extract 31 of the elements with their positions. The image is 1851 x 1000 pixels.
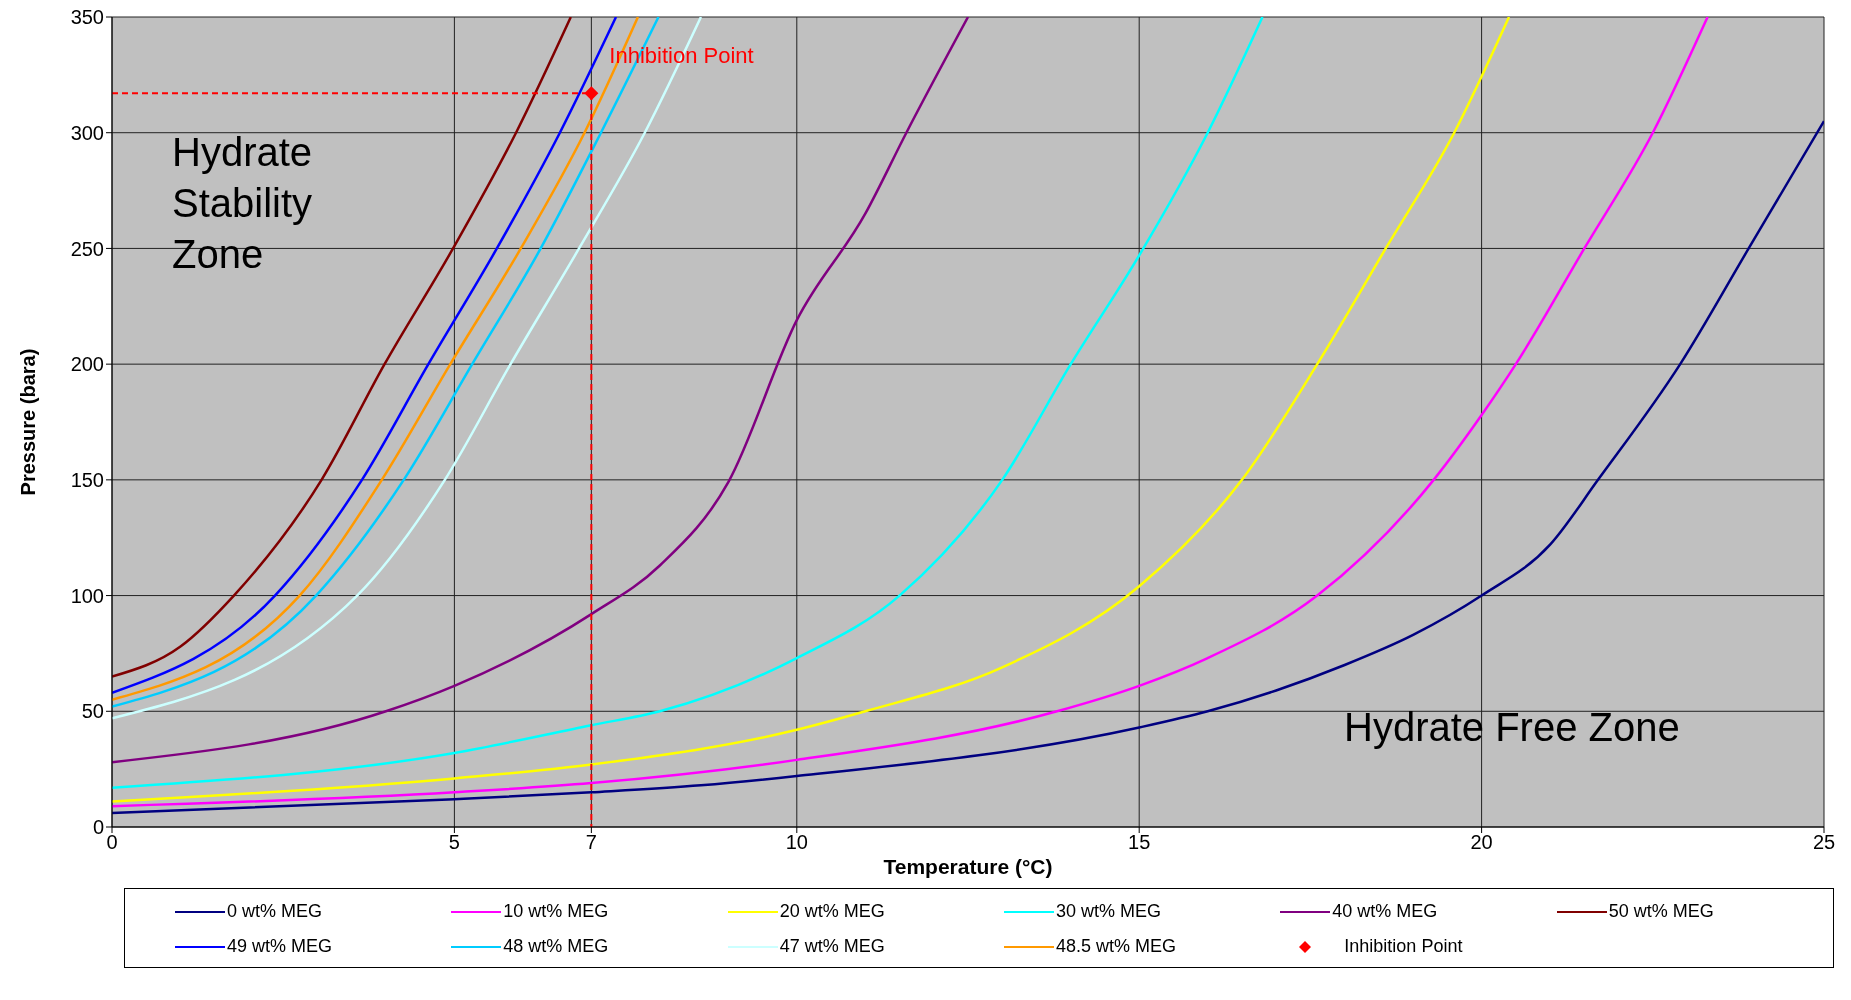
x-tick-label: 7 <box>585 831 597 854</box>
y-tick-label: 200 <box>70 353 104 376</box>
legend-label: 20 wt% MEG <box>779 901 885 922</box>
x-tick-label: 20 <box>1470 831 1493 854</box>
legend-label: 30 wt% MEG <box>1056 901 1162 922</box>
y-tick-label: 100 <box>70 584 104 607</box>
legend-label: 48.5 wt% MEG <box>1056 936 1177 957</box>
y-tick-label: 0 <box>92 816 104 839</box>
y-tick-label: 250 <box>70 237 104 260</box>
x-tick-label: 15 <box>1128 831 1151 854</box>
y-tick-label: 350 <box>70 6 104 29</box>
x-tick-label: 25 <box>1812 831 1836 854</box>
x-tick-label: 0 <box>106 831 118 854</box>
legend-label: Inhibition Point <box>1344 936 1463 957</box>
y-tick-label: 150 <box>70 468 104 491</box>
line-series <box>112 17 970 764</box>
legend-label: 48 wt% MEG <box>503 936 609 957</box>
line-series <box>112 17 1264 789</box>
legend-label: 0 wt% MEG <box>227 901 323 922</box>
line-series <box>112 119 1824 815</box>
y-tick-label: 50 <box>81 700 104 723</box>
legend-label: 10 wt% MEG <box>503 901 609 922</box>
legend-label: 49 wt% MEG <box>227 936 333 957</box>
y-axis-title: Pressure (bara) <box>17 348 40 496</box>
legend-label: 47 wt% MEG <box>779 936 885 957</box>
legend-label: 40 wt% MEG <box>1332 901 1438 922</box>
legend-label: 50 wt% MEG <box>1608 901 1714 922</box>
x-tick-label: 10 <box>785 831 808 854</box>
x-axis-title: Temperature (°C) <box>883 855 1053 878</box>
y-tick-label: 300 <box>70 121 104 144</box>
x-tick-label: 5 <box>448 831 460 854</box>
